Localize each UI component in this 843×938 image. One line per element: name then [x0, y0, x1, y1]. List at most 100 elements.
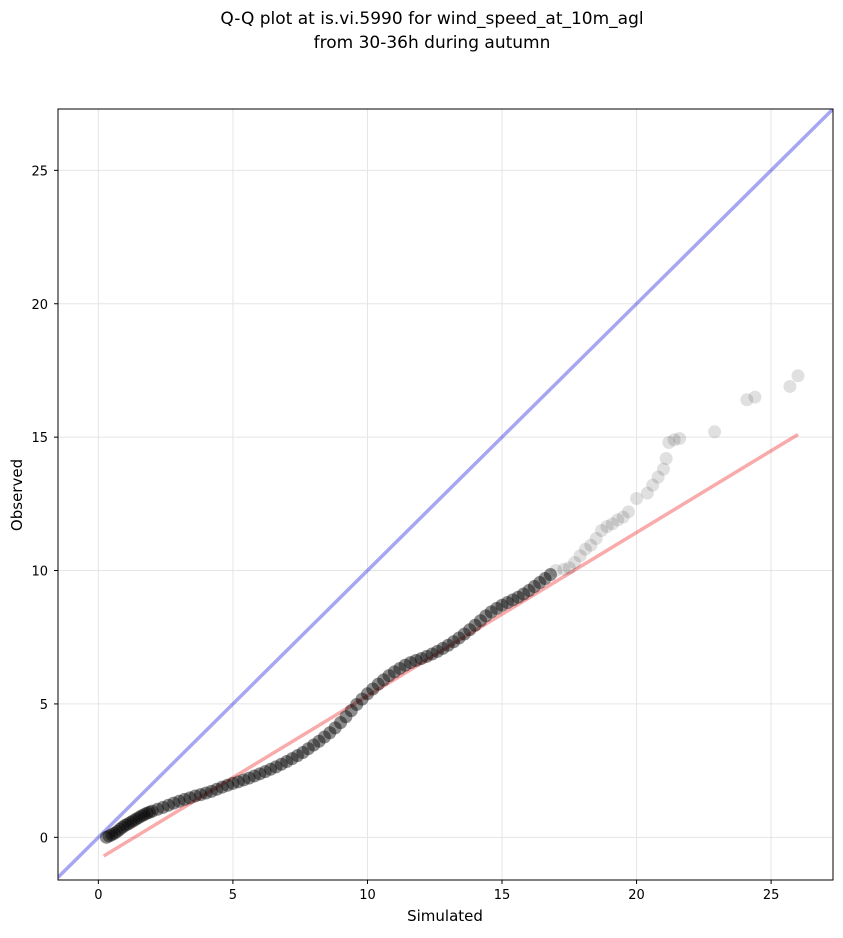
x-tick-label: 25	[763, 888, 780, 903]
qq-point	[99, 830, 113, 844]
reference-lines	[58, 109, 833, 879]
qq-point	[673, 431, 687, 445]
qq-point	[140, 806, 154, 820]
qq-point	[199, 786, 213, 800]
qq-point	[204, 784, 218, 798]
qq-point	[118, 818, 132, 832]
qq-point	[543, 568, 557, 582]
x-tick-label: 15	[494, 888, 511, 903]
qq-point	[355, 692, 369, 706]
qq-point	[156, 800, 170, 814]
regression-line	[102, 432, 799, 858]
qq-point	[398, 658, 412, 672]
qq-point	[557, 562, 571, 576]
qq-point	[506, 593, 520, 607]
qq-point	[651, 470, 665, 484]
qq-point	[132, 811, 146, 825]
qq-point	[616, 510, 630, 524]
qq-point	[172, 794, 186, 808]
qq-point	[312, 734, 326, 748]
qq-point	[253, 767, 267, 781]
chart-title-line1: Q-Q plot at is.vi.5990 for wind_speed_at…	[220, 9, 643, 29]
qq-point	[533, 576, 547, 590]
qq-point	[430, 644, 444, 658]
qq-point	[264, 762, 278, 776]
qq-point	[183, 791, 197, 805]
qq-point	[659, 451, 673, 465]
qq-point	[334, 716, 348, 730]
x-axis-ticks: 0 5 10 15 20 25	[94, 880, 779, 903]
qq-point	[436, 641, 450, 655]
qq-point	[562, 561, 576, 575]
qq-point	[231, 775, 245, 789]
qq-point	[447, 635, 461, 649]
grid-layer	[58, 109, 833, 880]
qq-point	[145, 804, 159, 818]
qq-point	[452, 631, 466, 645]
qq-point	[578, 542, 592, 556]
qq-point	[188, 789, 202, 803]
qq-point	[527, 580, 541, 594]
qq-point	[667, 433, 681, 447]
qq-point	[425, 647, 439, 661]
chart-title-line2: from 30-36h during autumn	[314, 33, 551, 53]
y-tick-label: 15	[31, 431, 48, 446]
qq-point	[124, 815, 138, 829]
qq-point	[371, 677, 385, 691]
y-tick-label: 0	[40, 831, 48, 846]
qq-point	[161, 798, 175, 812]
qq-point	[344, 704, 358, 718]
qq-point	[387, 665, 401, 679]
qq-point	[247, 769, 261, 783]
y-axis-ticks: 0 5 10 15 20 25	[31, 164, 58, 846]
qq-point	[323, 726, 337, 740]
qq-point	[573, 549, 587, 563]
qq-point	[611, 513, 625, 527]
qq-point	[640, 486, 654, 500]
qq-point	[113, 822, 127, 836]
qq-point	[589, 532, 603, 546]
qq-point	[656, 462, 670, 476]
qq-point	[142, 805, 156, 819]
qq-point	[350, 697, 364, 711]
qq-point	[307, 738, 321, 752]
qq-point	[463, 623, 477, 637]
qq-point	[301, 742, 315, 756]
qq-point	[237, 773, 251, 787]
qq-point	[468, 618, 482, 632]
qq-point	[116, 820, 130, 834]
qq-point	[215, 780, 229, 794]
qq-point	[274, 757, 288, 771]
qq-point	[584, 538, 598, 552]
qq-point	[377, 673, 391, 687]
qq-point	[662, 435, 676, 449]
qq-point	[511, 590, 525, 604]
qq-point	[296, 745, 310, 759]
qq-point	[194, 788, 208, 802]
qq-point	[108, 826, 122, 840]
qq-point	[102, 829, 116, 843]
qq-point	[137, 808, 151, 822]
qq-point	[791, 369, 805, 383]
qq-point	[473, 614, 487, 628]
qq-point	[151, 802, 165, 816]
qq-point	[522, 584, 536, 598]
qq-point	[538, 572, 552, 586]
y-tick-label: 20	[31, 298, 48, 313]
qq-point	[221, 778, 235, 792]
qq-point	[748, 390, 762, 404]
qq-point	[121, 817, 135, 831]
x-tick-label: 10	[359, 888, 376, 903]
qq-point	[339, 710, 353, 724]
y-tick-label: 5	[40, 698, 48, 713]
qq-point	[317, 730, 331, 744]
qq-point	[280, 755, 294, 769]
qq-point	[783, 379, 797, 393]
x-axis-label: Simulated	[407, 907, 483, 925]
qq-point	[226, 776, 240, 790]
data-points	[99, 369, 805, 844]
qq-point	[129, 812, 143, 826]
qq-point	[484, 605, 498, 619]
y-tick-label: 25	[31, 164, 48, 179]
